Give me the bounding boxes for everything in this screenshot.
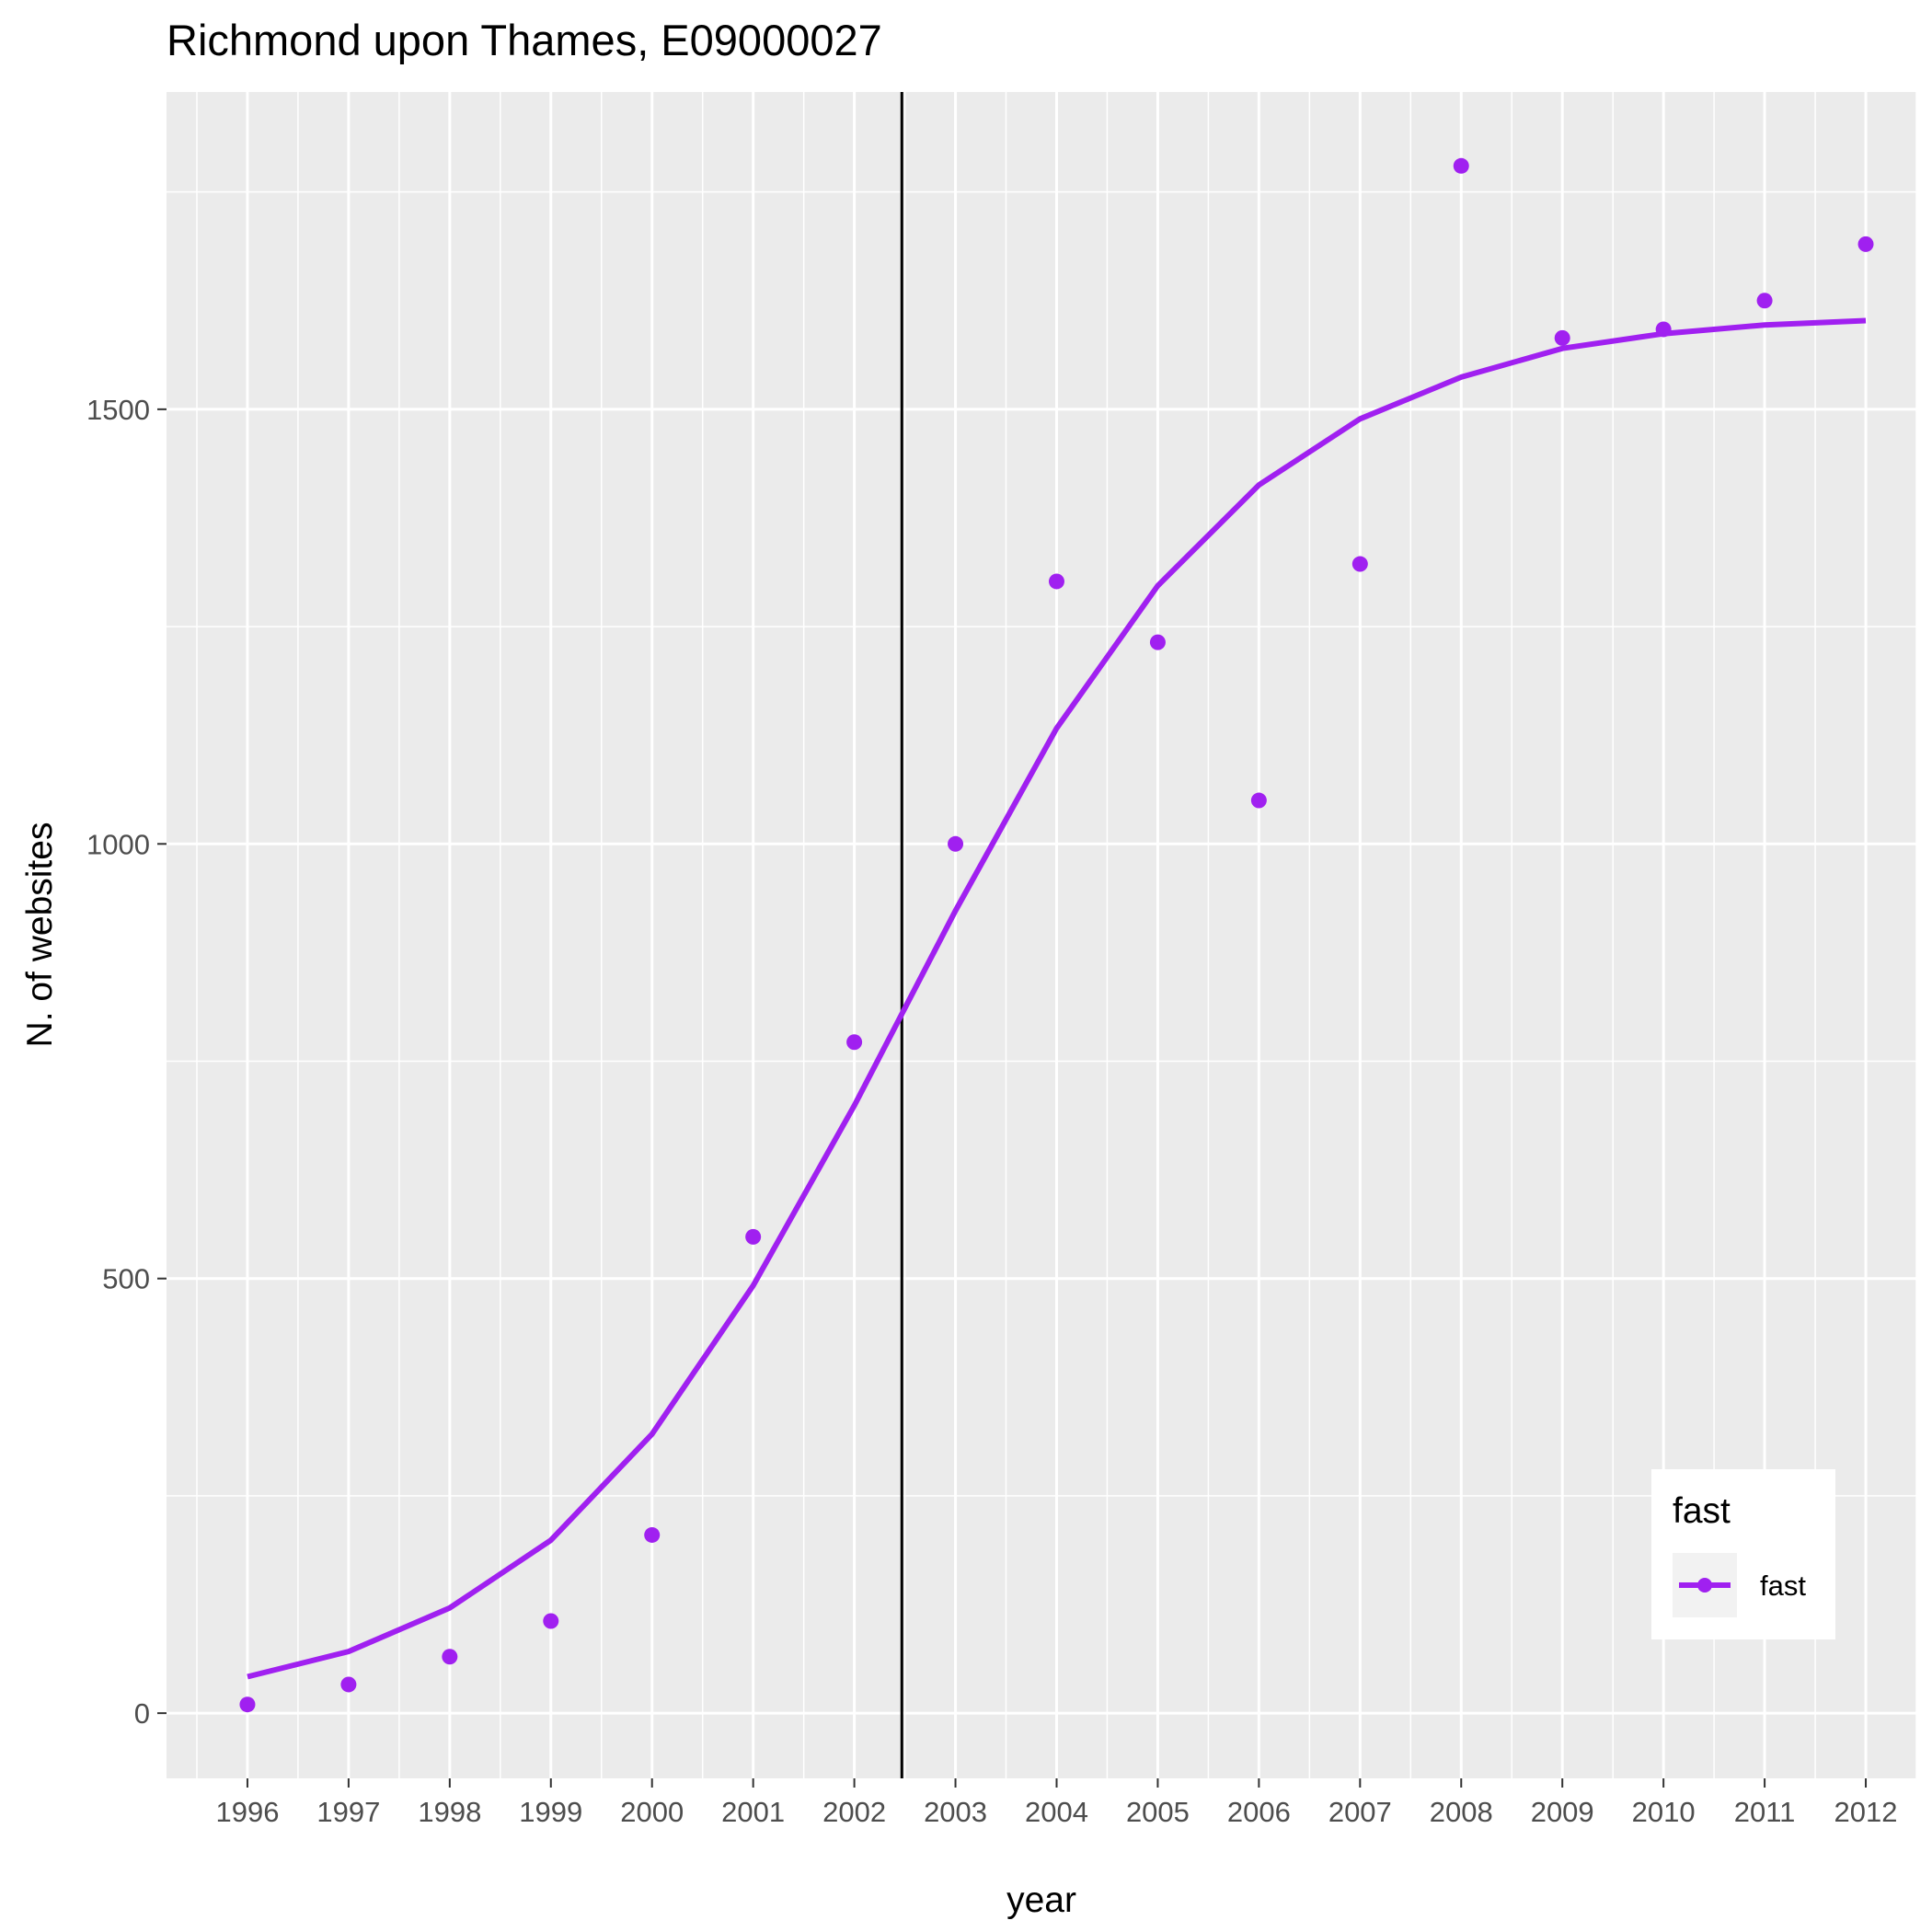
- data-point: [846, 1034, 863, 1051]
- data-point: [1351, 556, 1368, 572]
- data-point: [644, 1526, 661, 1543]
- x-axis-title: year: [1006, 1880, 1076, 1920]
- y-tick-label: 0: [134, 1697, 150, 1730]
- y-tick-label: 1000: [86, 828, 150, 860]
- data-point: [543, 1613, 559, 1629]
- x-tick-label: 2009: [1531, 1796, 1594, 1828]
- legend: fast fast: [1651, 1469, 1835, 1639]
- x-tick-label: 2012: [1834, 1796, 1898, 1828]
- x-tick-label: 2008: [1430, 1796, 1493, 1828]
- x-tick-label: 2005: [1126, 1796, 1190, 1828]
- data-point: [1149, 634, 1166, 650]
- data-point: [948, 835, 964, 852]
- x-axis: 1996 1997 1998 1999 2000 2001 2002 2003 2004 2005…: [215, 1778, 1898, 1828]
- legend-key-point: [1697, 1578, 1712, 1593]
- data-point: [442, 1649, 458, 1665]
- x-tick-label: 1996: [215, 1796, 279, 1828]
- data-point: [1453, 157, 1469, 174]
- x-tick-label: 2011: [1734, 1796, 1796, 1828]
- x-tick-label: 1997: [316, 1796, 380, 1828]
- data-point: [340, 1676, 357, 1693]
- series-fast-smooth-line: [247, 317, 1867, 1680]
- y-tick-label: 1500: [86, 394, 150, 426]
- y-tick-label: 500: [102, 1263, 150, 1295]
- data-point: [1250, 792, 1267, 809]
- data-point: [1554, 329, 1570, 346]
- legend-label-fast: fast: [1760, 1570, 1806, 1602]
- minor-gridlines: [167, 92, 1917, 1778]
- x-tick-label: 1999: [519, 1796, 582, 1828]
- x-tick-label: 2007: [1328, 1796, 1392, 1828]
- data-point: [745, 1228, 762, 1245]
- x-tick-label: 2002: [822, 1796, 886, 1828]
- x-tick-label: 2004: [1025, 1796, 1088, 1828]
- data-point: [1756, 293, 1773, 309]
- y-axis-title: N. of websites: [20, 822, 60, 1048]
- y-axis: 0 500 1000 1500: [86, 394, 167, 1730]
- data-point: [1048, 573, 1064, 590]
- data-point: [1655, 321, 1672, 338]
- legend-title: fast: [1673, 1491, 1731, 1531]
- series-fast-points: [239, 157, 1874, 1713]
- x-tick-label: 2003: [924, 1796, 987, 1828]
- x-tick-label: 1998: [418, 1796, 481, 1828]
- chart-title: Richmond upon Thames, E09000027: [167, 16, 882, 64]
- x-tick-label: 2000: [620, 1796, 684, 1828]
- data-point: [1857, 236, 1874, 252]
- x-tick-label: 2006: [1227, 1796, 1291, 1828]
- x-tick-label: 2001: [721, 1796, 785, 1828]
- data-point: [239, 1696, 256, 1713]
- x-tick-label: 2010: [1632, 1796, 1696, 1828]
- plot-panel: [167, 92, 1916, 1778]
